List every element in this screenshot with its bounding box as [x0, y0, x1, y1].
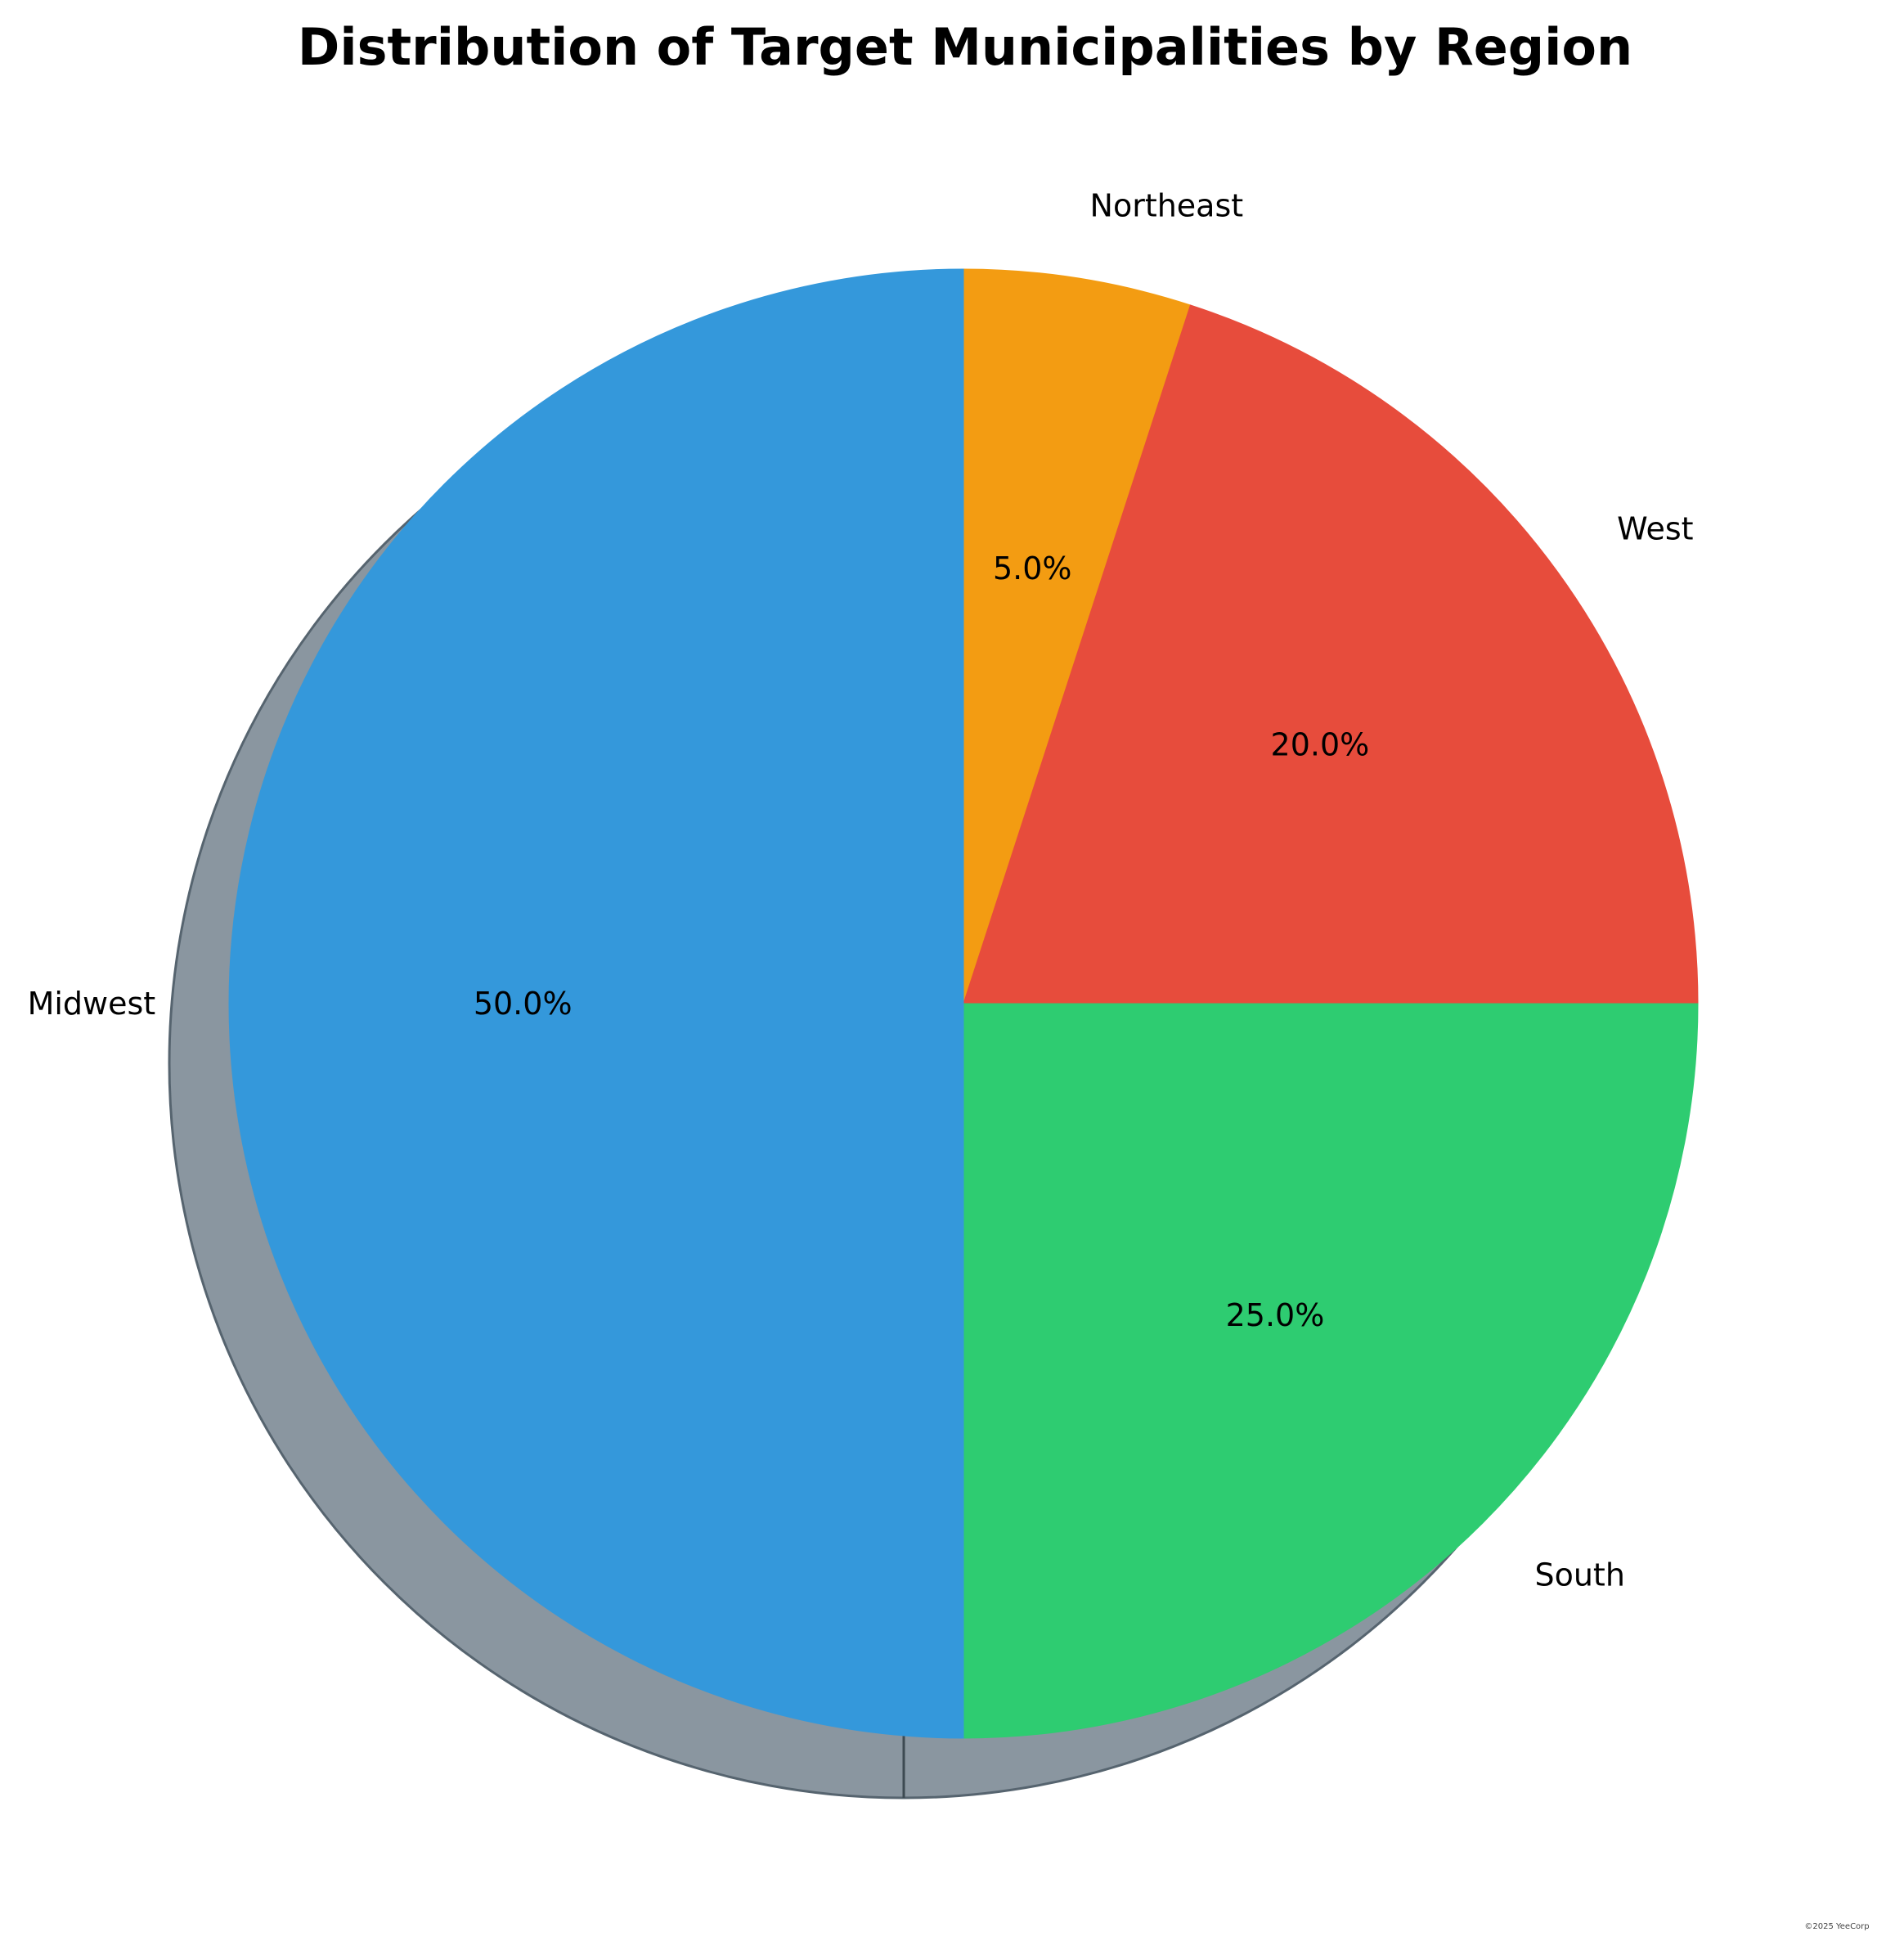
slice-midwest [228, 268, 964, 1739]
category-label-south: South [1534, 1557, 1624, 1593]
chart-title: Distribution of Target Municipalities by… [298, 17, 1632, 77]
pie-labels: 5.0% Northeast 20.0% West 25.0% South 50.0% Mid… [28, 187, 1694, 1593]
copyright-note: ©2025 YeeCorp [1804, 1922, 1869, 1931]
slice-northeast [963, 268, 1192, 1004]
pie-slices [228, 268, 1699, 1739]
percent-label-west: 20.0% [1271, 726, 1370, 762]
percent-label-northeast: 5.0% [993, 550, 1072, 586]
percent-label-south: 25.0% [1226, 1297, 1325, 1333]
category-label-west: West [1617, 510, 1693, 546]
slice-west [963, 304, 1699, 1004]
slice-south [963, 1003, 1699, 1739]
category-label-midwest: Midwest [28, 986, 156, 1022]
category-label-northeast: Northeast [1090, 187, 1244, 223]
percent-label-midwest: 50.0% [474, 986, 573, 1022]
